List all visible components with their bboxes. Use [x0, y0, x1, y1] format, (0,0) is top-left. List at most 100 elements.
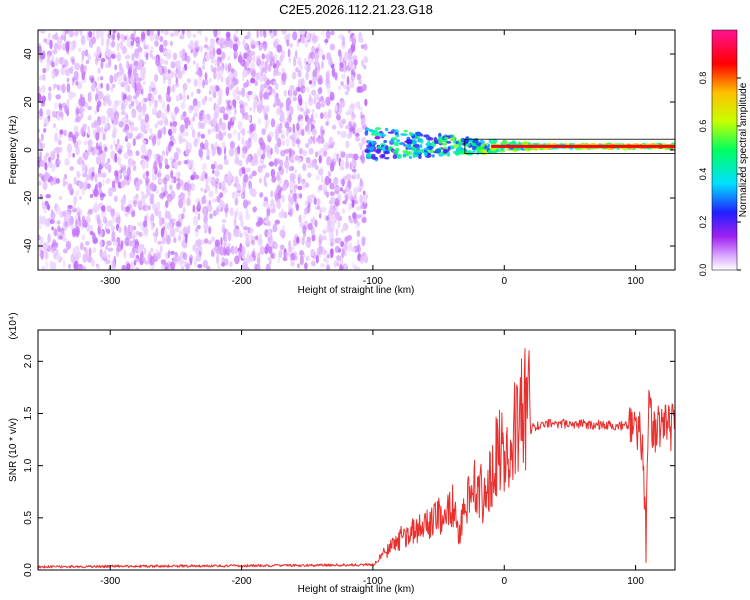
spectrogram-cell: [95, 93, 98, 102]
spectrogram-cell: [341, 251, 345, 259]
spectrogram-cell: [277, 255, 280, 264]
spectrogram-cell: [289, 180, 294, 191]
spectrogram-cell: [323, 111, 328, 119]
spectrogram-cell: [297, 78, 303, 89]
spectrogram-cell: [130, 40, 134, 46]
spectrogram-cell: [118, 121, 124, 128]
spectrogram-cell: [200, 142, 204, 150]
spectrogram-cell: [336, 113, 341, 121]
spectrogram-cell: [165, 200, 169, 208]
spectrogram-cell: [177, 132, 184, 143]
spectrogram-signal-cell: [446, 141, 452, 144]
spectrogram-cell: [166, 52, 172, 60]
spectrogram-cell: [230, 80, 235, 88]
spectrogram-cell: [221, 66, 224, 76]
spectrogram-cell: [275, 174, 281, 181]
spectrogram-cell: [327, 59, 334, 66]
spectrogram-cell: [88, 30, 93, 38]
spectrogram-cell: [38, 181, 42, 186]
spectrogram-cell: [219, 117, 223, 126]
spectrogram-cell: [263, 175, 267, 186]
snr-x-label: Height of straight line (km): [298, 584, 415, 595]
spectrogram-cell: [204, 185, 211, 192]
spectrogram-cell: [341, 179, 345, 187]
spectrogram-cell: [297, 176, 301, 185]
spectrogram-cell: [68, 264, 71, 269]
spectrogram-cell: [345, 153, 349, 162]
spectrogram-cell: [120, 81, 126, 88]
spectrogram-cell: [297, 185, 303, 191]
spectrogram-cell: [64, 104, 69, 114]
spectrogram-cell: [117, 79, 121, 85]
y-tick-label: 20: [23, 96, 34, 108]
spectrogram-cell: [344, 91, 349, 96]
spectrogram-cell: [159, 245, 163, 255]
spectrogram-cell: [107, 247, 114, 252]
spectrogram-cell: [135, 193, 139, 199]
spectrogram-cell: [175, 255, 181, 262]
spectrogram-y-label: Frequency (Hz): [8, 116, 19, 185]
spectrogram-cell: [247, 90, 253, 96]
spectrogram-cell: [300, 30, 306, 35]
spectrogram-cell: [256, 30, 259, 39]
spectrogram-signal-cell: [458, 141, 463, 147]
spectrogram-cell: [67, 149, 72, 159]
spectrogram-cell: [183, 159, 189, 165]
spectrogram-cell: [146, 186, 151, 197]
spectrogram-cell: [338, 49, 342, 57]
y-tick-label: 2.0: [23, 354, 34, 368]
spectrogram-cell: [70, 253, 76, 264]
spectrogram-cell: [363, 64, 367, 70]
spectrogram-cell: [96, 76, 100, 82]
spectrogram-cell: [227, 55, 231, 61]
spectrogram-cell: [117, 138, 120, 144]
spectrogram-cell: [136, 81, 142, 91]
spectrogram-cell: [328, 231, 335, 238]
spectrogram-cell: [275, 60, 280, 69]
spectrogram-cell: [318, 137, 322, 143]
spectrogram-cell: [53, 228, 58, 237]
spectrogram-cell: [334, 186, 340, 191]
spectrogram-cell: [85, 215, 91, 224]
spectrogram-cell: [219, 192, 224, 198]
spectrogram-cell: [196, 88, 201, 94]
spectrogram-cell: [289, 256, 293, 261]
spectrogram-cell: [240, 245, 246, 256]
spectrogram-cell: [193, 60, 196, 65]
spectrogram-cell: [215, 164, 219, 170]
snr-multiplier-label: (x10⁴): [8, 312, 19, 339]
spectrogram-cell: [342, 243, 347, 251]
spectrogram-cell: [209, 84, 214, 94]
spectrogram-cell: [272, 59, 275, 65]
spectrogram-cell: [200, 122, 206, 129]
spectrogram-cell: [55, 127, 58, 133]
spectrogram-cell: [314, 205, 318, 211]
spectrogram-signal-cell: [418, 154, 422, 159]
spectrogram-cell: [123, 153, 129, 158]
spectrogram-cell: [87, 145, 91, 152]
spectrogram-cell: [74, 62, 80, 71]
spectrogram-cell: [143, 129, 148, 134]
spectrogram-cell: [101, 178, 105, 187]
spectrogram-cell: [275, 132, 279, 142]
spectrogram-cell: [64, 158, 70, 166]
spectrogram-cell: [103, 250, 107, 259]
spectrogram-cell: [315, 151, 318, 158]
spectrogram-cell: [73, 70, 79, 80]
spectrogram-cell: [193, 112, 199, 118]
spectrogram-cell: [139, 105, 143, 114]
spectrogram-cell: [203, 206, 207, 216]
spectrogram-cell: [223, 131, 227, 136]
spectrogram-cell: [55, 94, 61, 100]
spectrogram-cell: [352, 55, 358, 60]
spectrogram-signal-cell: [446, 151, 451, 157]
spectrogram-cell: [159, 44, 164, 53]
spectrogram-cell: [185, 140, 189, 149]
spectrogram-cell: [227, 132, 232, 139]
spectrogram-cell: [253, 132, 258, 143]
spectrogram-cell: [346, 235, 352, 241]
spectrogram-cell: [354, 222, 360, 229]
spectrogram-cell: [133, 126, 139, 132]
spectrogram-cell: [249, 230, 253, 239]
spectrogram-cell: [195, 227, 199, 233]
